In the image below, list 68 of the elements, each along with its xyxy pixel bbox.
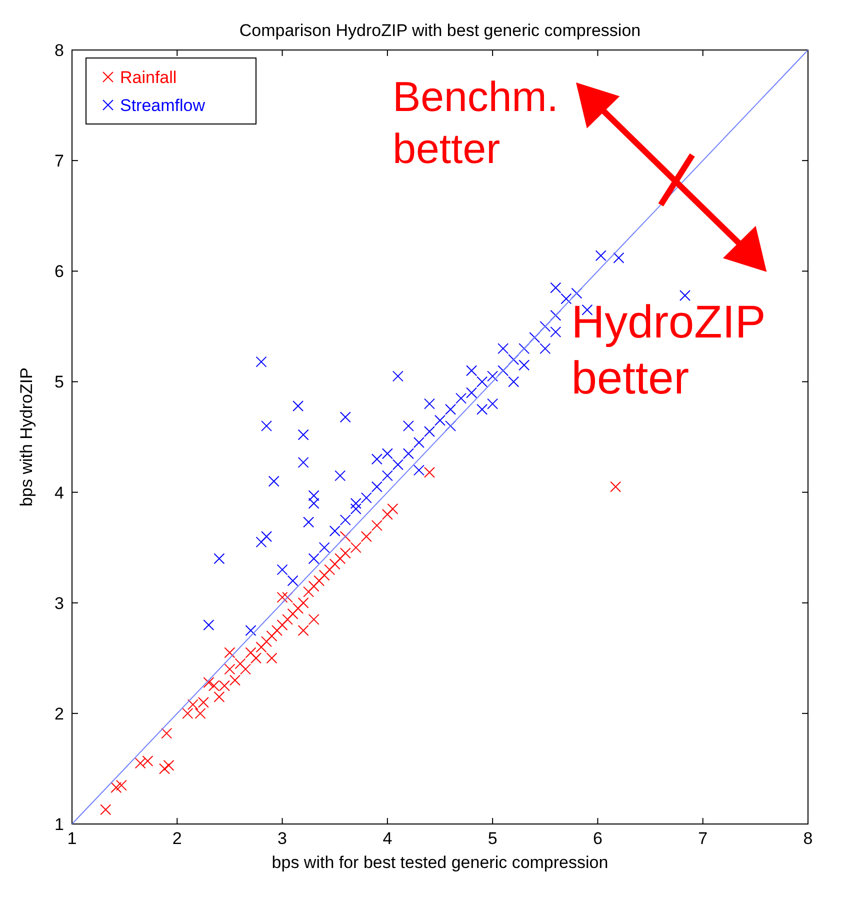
point (287, 608, 298, 620)
point (382, 508, 393, 520)
point (116, 780, 127, 791)
y-tick-label: 8 (54, 41, 64, 60)
point (163, 760, 174, 771)
point (203, 676, 214, 688)
point (371, 520, 382, 531)
y-tick-label: 6 (54, 262, 64, 282)
y-tick-label: 2 (54, 704, 64, 724)
point (298, 625, 309, 636)
point (318, 570, 330, 581)
point (387, 503, 398, 514)
point (308, 614, 320, 625)
point (308, 580, 320, 592)
point (224, 664, 236, 675)
point (261, 636, 272, 648)
point (292, 602, 304, 614)
point (234, 658, 246, 670)
point (250, 652, 262, 664)
point (303, 586, 314, 598)
annotation: HydroZIP better (571, 295, 766, 404)
y-tick-label: 7 (54, 152, 64, 171)
y-axis-title: bps with HydroZIP (17, 368, 36, 506)
point (340, 548, 351, 559)
chart-title: Comparison HydroZIP with best generic compression (239, 21, 641, 40)
point (334, 553, 346, 564)
point (256, 642, 267, 653)
y-tick-label: 1 (54, 815, 64, 834)
point (276, 592, 288, 603)
annotation: Benchm. better (392, 72, 558, 172)
legend-label: Streamflow (120, 96, 206, 115)
x-tick-label: 7 (698, 829, 708, 848)
point (245, 647, 256, 658)
point (110, 782, 122, 794)
point (360, 531, 372, 542)
point (298, 597, 309, 608)
point (240, 664, 251, 675)
y-tick-label: 3 (54, 594, 64, 613)
x-tick-label: 1 (67, 829, 77, 848)
point (224, 647, 236, 658)
point (282, 614, 294, 625)
point (229, 674, 240, 686)
x-tick-label: 4 (382, 829, 392, 848)
point (266, 630, 278, 642)
point (329, 558, 340, 570)
x-tick-label: 5 (488, 829, 498, 848)
point (424, 466, 435, 478)
point (161, 728, 172, 739)
point (214, 691, 225, 702)
y-tick-label: 4 (54, 483, 64, 502)
x-tick-label: 2 (172, 829, 182, 848)
x-tick-label: 8 (803, 829, 813, 848)
point (134, 758, 146, 769)
point (159, 763, 170, 774)
point (272, 625, 283, 636)
x-tick-label: 3 (278, 829, 288, 848)
point (314, 575, 325, 586)
point (142, 755, 154, 766)
x-axis-title: bps with for best tested generic compression (272, 853, 608, 872)
point (100, 804, 112, 816)
y-tick-label: 5 (54, 372, 64, 392)
point (266, 652, 278, 664)
point (324, 564, 336, 576)
legend-label: Rainfall (120, 68, 177, 87)
x-tick-label: 6 (592, 829, 602, 848)
point (350, 542, 362, 554)
point (276, 619, 288, 630)
point (610, 481, 622, 492)
